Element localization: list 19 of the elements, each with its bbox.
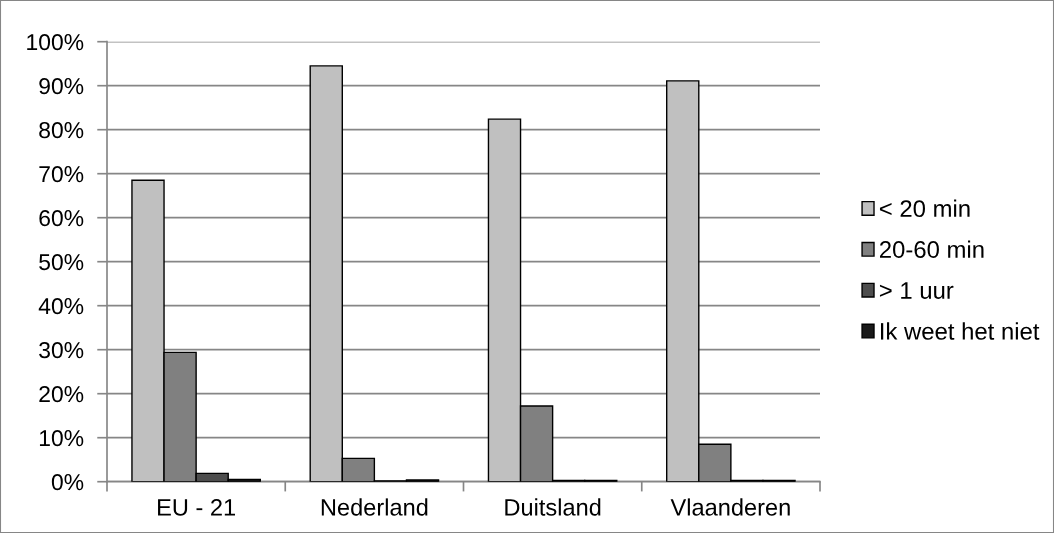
legend-label: < 20 min	[879, 199, 970, 218]
x-tick-label: Duitsland	[505, 498, 601, 516]
y-tick-label: 0%	[51, 474, 84, 491]
y-tick-label: 30%	[39, 342, 84, 359]
y-tick-label: 10%	[39, 430, 84, 447]
y-tick-label: 100%	[27, 34, 84, 51]
y-tick-label: 60%	[39, 210, 84, 227]
legend-label: > 1 uur	[879, 282, 954, 299]
y-tick-label: 20%	[39, 386, 84, 403]
y-tick-label: 90%	[39, 78, 84, 95]
legend-label: 20-60 min	[879, 240, 984, 258]
y-tick-label: 80%	[39, 122, 84, 139]
y-tick-label: 40%	[38, 298, 84, 315]
x-tick-label: EU - 21	[158, 498, 235, 516]
y-tick-label: 50%	[39, 254, 84, 271]
x-tick-label: Nederland	[321, 498, 428, 516]
y-tick-label: 70%	[39, 166, 84, 183]
x-tick-label: Vlaanderen	[670, 498, 790, 516]
legend-label: Ik weet het niet	[881, 322, 1040, 340]
